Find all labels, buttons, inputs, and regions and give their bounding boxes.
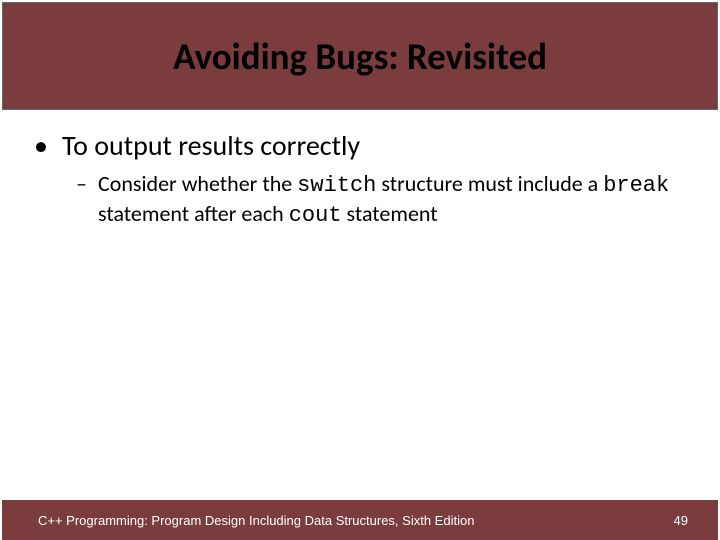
content-area: • To output results correctly – Consider… xyxy=(0,112,720,231)
sub-bullet-text: Consider whether the switch structure mu… xyxy=(98,170,686,230)
slide-title: Avoiding Bugs: Revisited xyxy=(173,34,547,79)
code-switch: switch xyxy=(297,173,376,198)
bullet-mark: • xyxy=(34,132,62,160)
sub-part2: structure must include a xyxy=(376,170,603,197)
footer-bar: C++ Programming: Program Design Includin… xyxy=(2,500,718,540)
sub-bullet-mark: – xyxy=(76,172,98,196)
code-cout: cout xyxy=(289,203,342,228)
sub-part3: statement after each xyxy=(98,200,289,227)
sub-part4: statement xyxy=(342,200,438,227)
sub-part1: Consider whether the xyxy=(98,170,297,197)
footer-text: C++ Programming: Program Design Includin… xyxy=(38,513,474,528)
page-number: 49 xyxy=(674,513,688,528)
bullet-level-2: – Consider whether the switch structure … xyxy=(76,170,686,230)
code-break: break xyxy=(603,173,669,198)
title-bar: Avoiding Bugs: Revisited xyxy=(2,2,718,110)
bullet-level-1: • To output results correctly xyxy=(34,130,686,162)
bullet-text: To output results correctly xyxy=(62,130,360,162)
